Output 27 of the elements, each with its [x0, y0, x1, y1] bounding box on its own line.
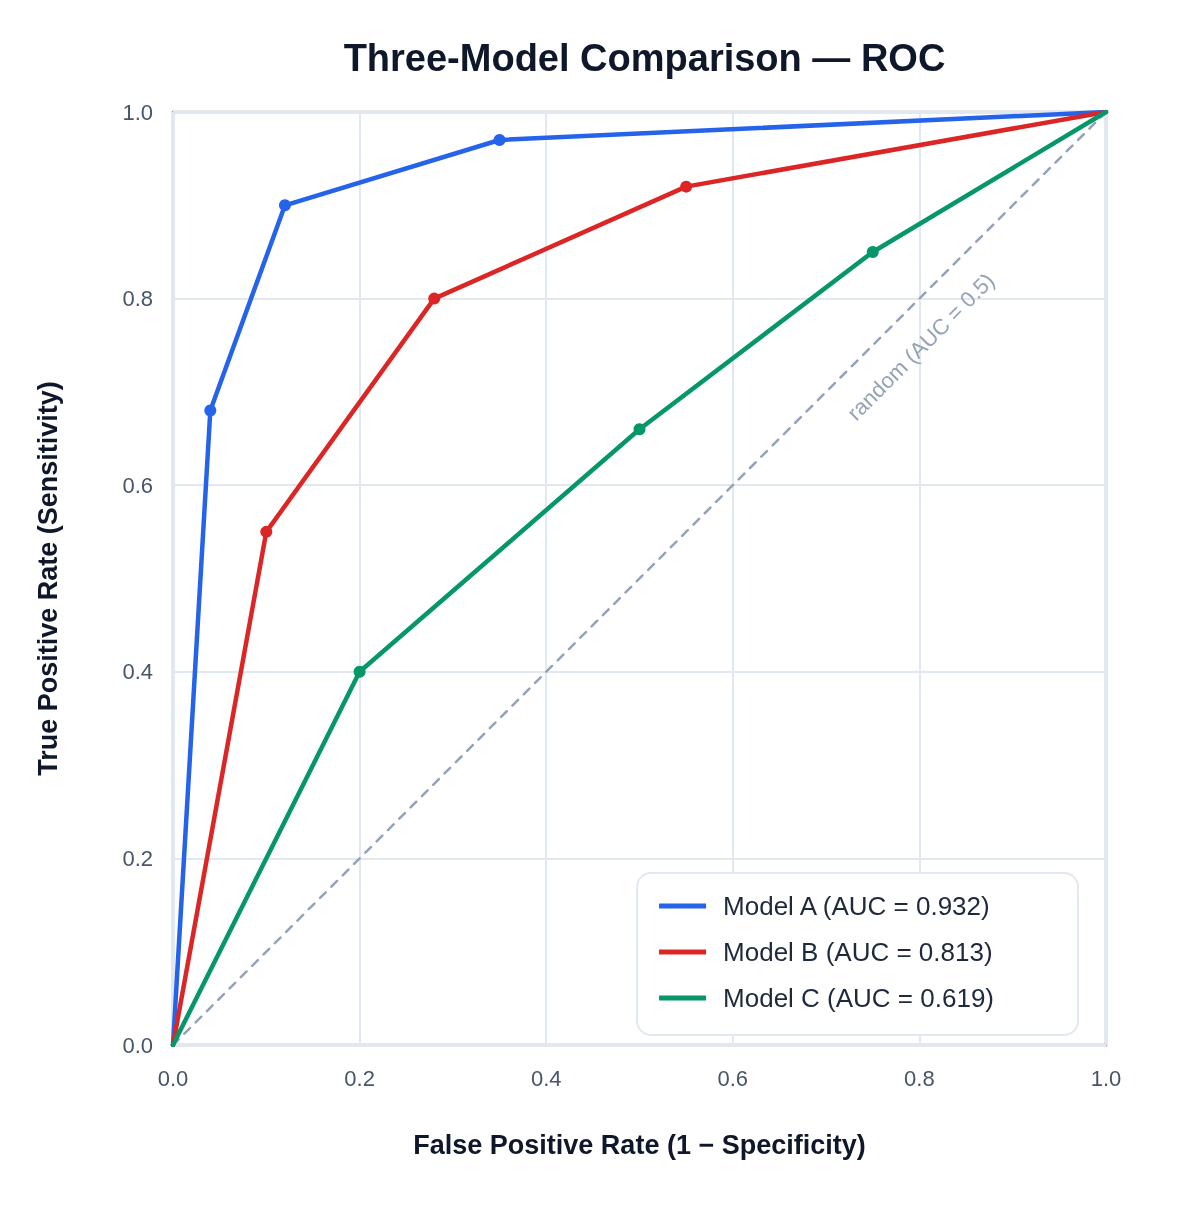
x-axis-title: False Positive Rate (1 − Specificity) [413, 1129, 866, 1160]
x-tick-label: 0.2 [344, 1065, 375, 1091]
y-tick-label: 0.2 [122, 845, 153, 871]
y-tick-label: 0.4 [122, 659, 153, 685]
point [353, 665, 366, 678]
point [260, 525, 273, 538]
y-tick-label: 0.0 [122, 1032, 153, 1058]
chart-title: Three-Model Comparison — ROC [343, 37, 946, 79]
point [278, 199, 291, 212]
x-tick-label: 0.6 [717, 1065, 749, 1091]
point [428, 292, 441, 305]
point [680, 180, 693, 193]
y-axis-title: True Positive Rate (Sensitivity) [32, 381, 63, 776]
x-tick-label: 0.8 [904, 1065, 935, 1091]
x-tick-label: 1.0 [1090, 1065, 1122, 1091]
y-tick-label: 1.0 [122, 99, 153, 125]
y-tick-label: 0.8 [122, 286, 153, 312]
point [633, 423, 646, 436]
point [493, 133, 506, 146]
x-tick-label: 0.0 [157, 1065, 189, 1091]
legend-label: Model B (AUC = 0.813) [723, 937, 993, 967]
point [204, 404, 217, 417]
x-tick-label: 0.4 [530, 1065, 562, 1091]
y-tick-label: 0.6 [122, 472, 153, 498]
point [866, 245, 879, 258]
legend-label: Model A (AUC = 0.932) [723, 891, 990, 921]
legend-label: Model C (AUC = 0.619) [723, 983, 995, 1013]
